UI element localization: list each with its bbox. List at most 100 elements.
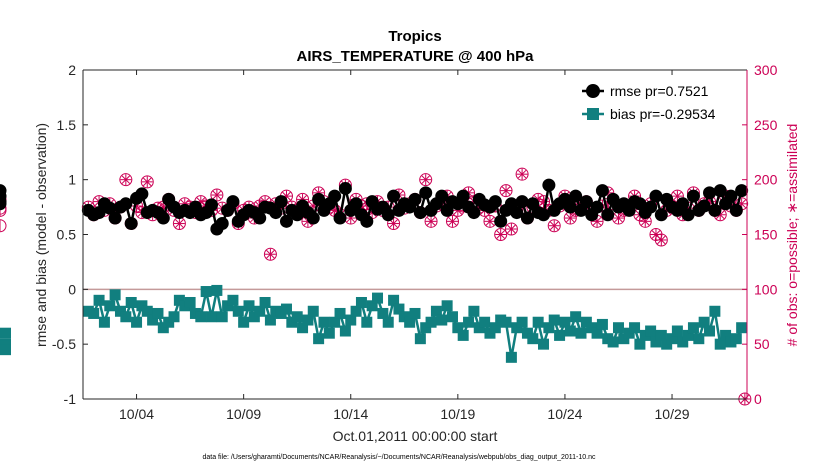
bias-point xyxy=(698,316,710,328)
bias-point xyxy=(430,305,442,317)
x-tick-label: 10/14 xyxy=(333,406,368,422)
bias-point xyxy=(147,314,159,326)
bias-point xyxy=(104,300,116,312)
bias-point xyxy=(184,296,196,308)
bias-point xyxy=(366,300,378,312)
bias-point xyxy=(195,311,207,323)
bias-point xyxy=(334,307,346,319)
bias-point xyxy=(479,316,491,328)
bias-point xyxy=(388,294,400,306)
rmse-point xyxy=(595,184,609,198)
rmse-point xyxy=(215,217,229,231)
obs-possible-point xyxy=(419,173,433,187)
y-left-tick-label: 1.5 xyxy=(57,117,77,133)
rmse-point xyxy=(108,211,122,225)
rmse-point xyxy=(360,214,374,228)
obs-possible-point xyxy=(547,219,561,233)
bias-point xyxy=(527,333,539,345)
rmse-point xyxy=(735,184,749,198)
obs-assimilated-point xyxy=(671,190,683,202)
obs-assimilated-point xyxy=(120,174,132,186)
bias-point xyxy=(0,327,11,339)
y-right-tick-label: 100 xyxy=(754,281,778,297)
bias-point xyxy=(323,327,335,339)
obs-assimilated-point xyxy=(612,212,624,224)
bias-point xyxy=(457,329,469,341)
rmse-point xyxy=(0,184,7,198)
bias-point xyxy=(500,316,512,328)
obs-assimilated-point xyxy=(548,220,560,232)
y-right-tick-label: 150 xyxy=(754,227,778,243)
obs-possible-point xyxy=(0,203,7,217)
bias-point xyxy=(446,311,458,323)
bias-point xyxy=(709,305,721,317)
rmse-point xyxy=(494,214,508,228)
bias-point xyxy=(671,325,683,337)
rmse-point xyxy=(274,195,288,209)
rmse-point xyxy=(279,214,293,228)
obs-possible-point xyxy=(499,184,513,198)
bias-point xyxy=(559,316,571,328)
chart-subtitle: AIRS_TEMPERATURE @ 400 hPa xyxy=(297,48,535,65)
bias-point xyxy=(206,311,218,323)
y-axis-label-right: # of obs: o=possible; ∗=assimilated xyxy=(784,124,800,347)
bias-point xyxy=(591,327,603,339)
bias-point xyxy=(629,322,641,334)
bias-point xyxy=(227,294,239,306)
obs-possible-point xyxy=(494,228,508,241)
x-tick-label: 10/19 xyxy=(440,406,475,422)
bias-point xyxy=(425,316,437,328)
y-right-tick-label: 0 xyxy=(754,391,762,407)
obs-possible-point xyxy=(0,219,7,233)
bias-point xyxy=(291,311,303,323)
obs-assimilated-point xyxy=(141,176,153,188)
legend-rmse-marker xyxy=(586,84,600,98)
bias-point xyxy=(414,333,426,345)
y-left-tick-label: 2 xyxy=(68,62,76,78)
bias-point xyxy=(152,307,164,319)
bias-point xyxy=(243,300,255,312)
bias-point xyxy=(350,305,362,317)
obs-assimilated-point xyxy=(564,212,576,224)
legend-bias-label: bias pr=-0.29534 xyxy=(610,106,716,122)
chart-title: Tropics xyxy=(388,28,441,45)
obs-possible-point xyxy=(263,247,277,261)
bias-point xyxy=(382,316,394,328)
rmse-point xyxy=(520,211,534,225)
bias-point xyxy=(88,307,100,319)
rmse-point xyxy=(708,203,722,217)
bias-point xyxy=(570,311,582,323)
bias-point xyxy=(109,289,121,301)
rmse-point xyxy=(713,184,727,198)
obs-possible-point xyxy=(654,233,668,247)
bias-point xyxy=(339,325,351,337)
rmse-point xyxy=(338,181,352,195)
y-right-tick-label: 200 xyxy=(754,172,778,188)
rmse-point xyxy=(226,195,240,209)
bias-point xyxy=(355,296,367,308)
obs-possible-point xyxy=(140,175,154,189)
rmse-point xyxy=(435,189,449,203)
rmse-point xyxy=(601,208,615,222)
obs-assimilated-point xyxy=(484,215,496,227)
rmse-point xyxy=(681,208,695,222)
rmse-point xyxy=(419,186,433,200)
obs-assimilated-point xyxy=(495,229,507,240)
bias-point xyxy=(564,325,576,337)
rmse-point xyxy=(697,199,711,213)
obs-assimilated-point xyxy=(388,218,400,230)
bias-point xyxy=(211,284,223,296)
bias-point xyxy=(436,314,448,326)
bias-point xyxy=(404,316,416,328)
x-axis-label: Oct.01,2011 00:00:00 start xyxy=(333,428,498,444)
y-left-tick-label: -1 xyxy=(64,391,77,407)
obs-assimilated-point xyxy=(500,185,512,197)
rmse-point xyxy=(654,208,668,222)
bias-point xyxy=(259,296,271,308)
y-axis-label-left: rmse and bias (model - observation) xyxy=(33,123,49,347)
legend-box xyxy=(579,78,742,126)
obs-assimilated-point xyxy=(264,248,276,260)
legend-bias-marker xyxy=(587,108,599,120)
rmse-point xyxy=(381,208,395,222)
